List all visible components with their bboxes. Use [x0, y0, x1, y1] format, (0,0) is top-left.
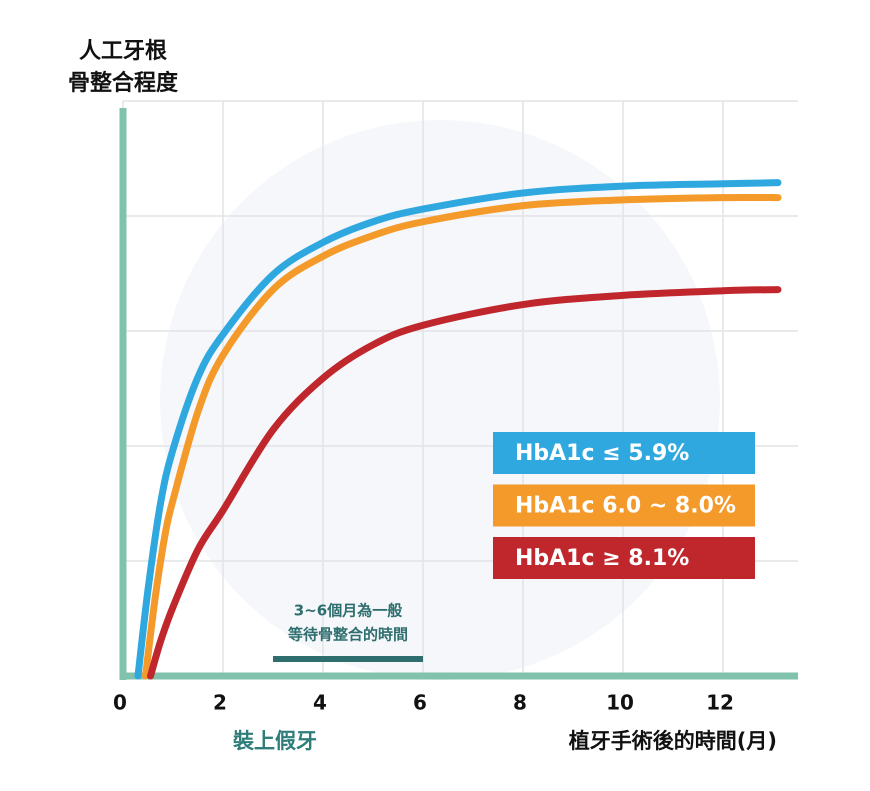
legend-swatch [493, 537, 755, 579]
annotation: 等待骨整合的時間 [288, 626, 408, 644]
x-tick-label: 2 [213, 691, 227, 715]
legend-label: HbA1c ≥ 8.1% [515, 546, 689, 571]
legend-swatch [493, 484, 755, 527]
x-tick-label: 10 [606, 691, 634, 715]
x-tick-label: 6 [413, 691, 427, 715]
y-title: 骨整合程度 [68, 70, 179, 96]
y-title: 人工牙根 [79, 39, 167, 64]
annotation: 3~6個月為一般 [294, 602, 402, 620]
legend-label: HbA1c 6.0 ~ 8.0% [515, 494, 736, 519]
x-tick-label: 12 [706, 691, 734, 715]
x-title: 植牙手術後的時間(月) [569, 729, 777, 753]
line [142, 193, 782, 680]
x-tick-label: 8 [513, 691, 527, 715]
legend-swatch [493, 432, 755, 474]
line [147, 286, 782, 680]
x-marker-label: 裝上假牙 [232, 729, 317, 753]
x-tick-label: 4 [313, 691, 327, 715]
x-tick-label: 0 [113, 691, 127, 715]
line [134, 179, 782, 680]
legend-label: HbA1c ≤ 5.9% [515, 441, 689, 466]
